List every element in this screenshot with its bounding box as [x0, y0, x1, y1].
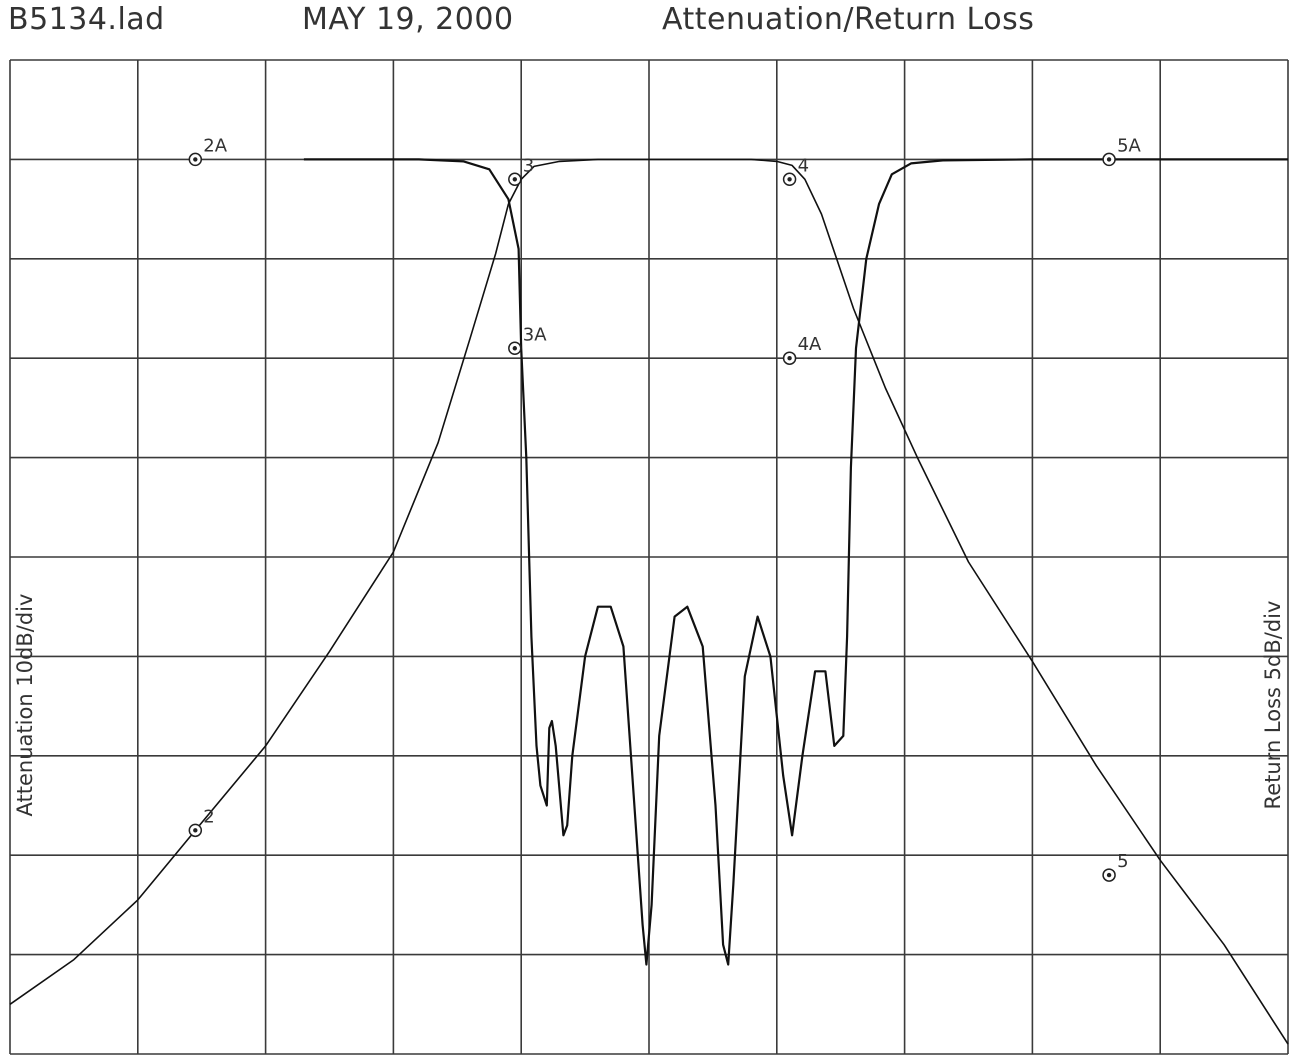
marker-label: 4A	[798, 334, 822, 355]
y-axis-label-right: Return Loss 5dB/div	[1261, 601, 1285, 810]
marker-5: 5	[1102, 851, 1129, 882]
marker-dot	[787, 356, 792, 361]
y-axis-label-left: Attenuation 10dB/div	[13, 594, 37, 817]
plot-date: MAY 19, 2000	[302, 2, 514, 37]
series-curve-1	[9, 158, 1289, 1045]
chart-grid	[9, 59, 1289, 1055]
marker-label: 5A	[1117, 135, 1141, 156]
chart-markers: 2A 3 4 5A 3A 4A 2 5	[188, 135, 1142, 882]
marker-3: 3	[508, 155, 534, 187]
marker-5a: 5A	[1102, 135, 1142, 167]
marker-label: 2	[203, 806, 214, 827]
marker-label: 3A	[523, 324, 547, 345]
file-name: B5134.lad	[8, 2, 165, 37]
marker-dot	[512, 177, 518, 182]
chart-title: Attenuation/Return Loss	[662, 2, 1035, 37]
series-curve-2	[303, 158, 1288, 966]
marker-dot	[787, 177, 792, 182]
marker-label: 2A	[203, 135, 227, 156]
marker-label: 4	[798, 155, 809, 176]
marker-label: 5	[1117, 851, 1128, 872]
marker-4a: 4A	[782, 334, 822, 365]
marker-dot	[193, 828, 198, 833]
chart-curves	[9, 158, 1289, 1045]
marker-dot	[1106, 157, 1112, 162]
marker-2a: 2A	[188, 135, 228, 167]
marker-4: 4	[782, 155, 809, 187]
marker-3a: 3A	[508, 324, 547, 356]
marker-dot	[193, 157, 198, 162]
marker-2: 2	[188, 806, 215, 838]
marker-dot	[1106, 872, 1112, 878]
marker-dot	[512, 346, 518, 351]
marker-label: 3	[523, 155, 534, 176]
